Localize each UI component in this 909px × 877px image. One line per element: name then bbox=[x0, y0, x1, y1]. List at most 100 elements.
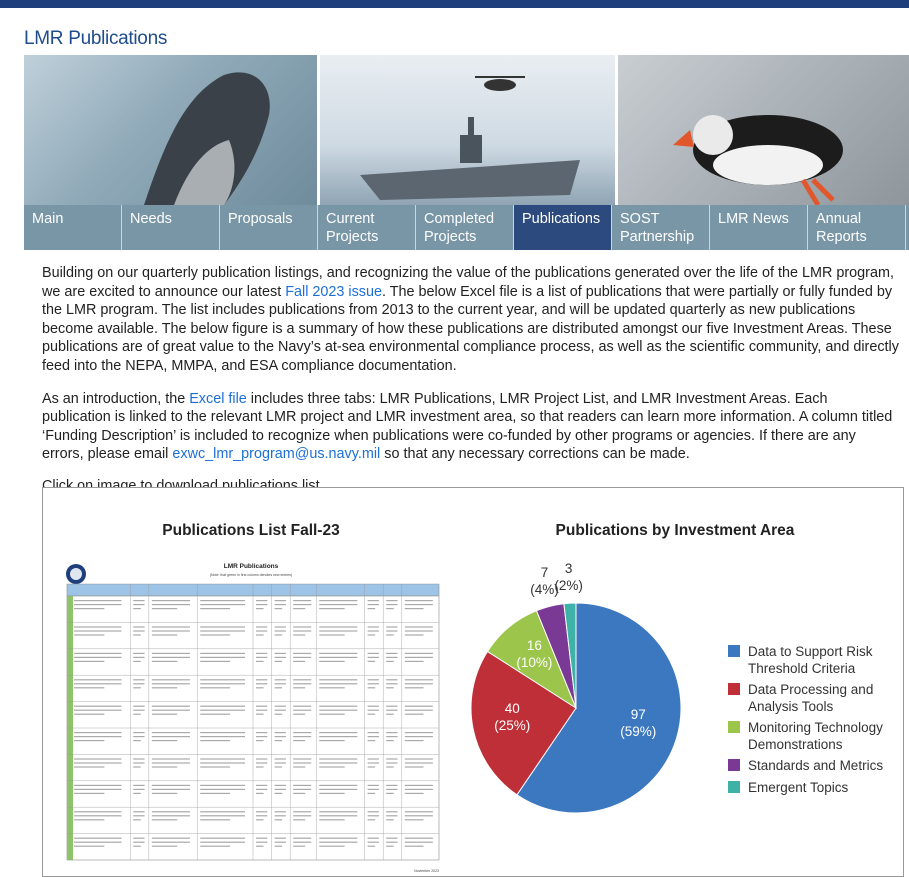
link[interactable]: Excel file bbox=[189, 391, 247, 407]
nav-tab[interactable]: Completed Projects bbox=[416, 205, 514, 250]
sheet-text bbox=[275, 653, 286, 654]
whale-photo bbox=[24, 55, 317, 205]
sheet-text bbox=[152, 714, 177, 715]
sheet-text bbox=[293, 785, 311, 786]
sheet-text bbox=[368, 789, 379, 790]
nav-tab[interactable]: Annual Reports bbox=[808, 205, 906, 250]
sheet-text bbox=[74, 736, 122, 737]
sheet-text bbox=[200, 657, 245, 658]
sheet-text bbox=[256, 838, 267, 839]
sheet-text bbox=[152, 838, 190, 839]
sheet-text bbox=[405, 608, 424, 609]
sheet-text bbox=[319, 634, 344, 635]
nav-tab[interactable]: Needs bbox=[122, 205, 220, 250]
sheet-text bbox=[386, 785, 397, 786]
sheet-text bbox=[74, 608, 104, 609]
sheet-text bbox=[386, 811, 397, 812]
sheet-text bbox=[368, 732, 379, 733]
sheet-text bbox=[293, 600, 311, 601]
sheet-text bbox=[386, 600, 397, 601]
nav-tab[interactable]: Main bbox=[24, 205, 122, 250]
sheet-text bbox=[74, 710, 122, 711]
slice-value: 40 bbox=[505, 701, 520, 716]
sheet-text bbox=[319, 811, 357, 812]
sheet-text bbox=[405, 766, 424, 767]
sheet-text bbox=[405, 626, 433, 627]
sheet-text bbox=[293, 634, 305, 635]
sheet-text bbox=[256, 653, 267, 654]
slice-value: 97 bbox=[631, 707, 646, 722]
sheet-text bbox=[319, 604, 357, 605]
link[interactable]: Fall 2023 issue bbox=[285, 284, 382, 300]
ship-graphic bbox=[320, 55, 615, 205]
nav-tab[interactable]: LMR News bbox=[710, 205, 808, 250]
sheet-text bbox=[152, 630, 190, 631]
sheet-text bbox=[405, 634, 424, 635]
slice-percent: (10%) bbox=[516, 655, 552, 670]
sheet-text bbox=[256, 811, 267, 812]
page: LMR Publications MainNeedsProposalsCurre… bbox=[0, 0, 909, 867]
sheet-text bbox=[74, 657, 122, 658]
sheet-text bbox=[275, 604, 286, 605]
sheet-text bbox=[319, 846, 344, 847]
sheet-text bbox=[152, 740, 177, 741]
sheet-text bbox=[74, 634, 104, 635]
sheet-text bbox=[275, 758, 286, 759]
sheet-text bbox=[133, 732, 144, 733]
sheet-text bbox=[386, 626, 397, 627]
sheet-text bbox=[293, 661, 305, 662]
sheet-text bbox=[386, 630, 397, 631]
sheet-text bbox=[405, 679, 433, 680]
page-title: LMR Publications bbox=[24, 28, 167, 50]
sheet-text bbox=[405, 846, 424, 847]
sheet-text bbox=[319, 706, 357, 707]
sheet-text bbox=[133, 736, 144, 737]
sheet-table bbox=[67, 584, 439, 860]
sheet-text bbox=[74, 819, 104, 820]
legend-swatch bbox=[728, 781, 740, 793]
sheet-text bbox=[152, 687, 177, 688]
nav-tab[interactable]: Current Projects bbox=[318, 205, 416, 250]
sheet-text bbox=[386, 710, 397, 711]
sheet-text bbox=[133, 710, 144, 711]
sheet-text bbox=[293, 762, 311, 763]
sheet-text bbox=[293, 736, 311, 737]
sheet-text bbox=[256, 687, 264, 688]
sheet-text bbox=[293, 789, 311, 790]
sheet-text bbox=[275, 626, 286, 627]
sheet-text bbox=[74, 604, 122, 605]
sheet-title: LMR Publications bbox=[224, 563, 279, 570]
sheet-text bbox=[275, 842, 286, 843]
sheet-text bbox=[405, 811, 433, 812]
top-bar bbox=[0, 0, 909, 8]
sheet-text bbox=[405, 838, 433, 839]
nav-tab[interactable]: Proposals bbox=[220, 205, 318, 250]
sheet-text bbox=[200, 679, 245, 680]
sheet-text bbox=[256, 766, 264, 767]
slice-value: 3 bbox=[565, 561, 573, 576]
content: Building on our quarterly publication li… bbox=[42, 264, 900, 496]
sheet-text bbox=[256, 661, 264, 662]
sheet-text bbox=[368, 740, 376, 741]
sheet-text bbox=[293, 811, 311, 812]
sheet-text bbox=[256, 758, 267, 759]
link[interactable]: exwc_lmr_program@us.navy.mil bbox=[172, 446, 380, 462]
sheet-text bbox=[74, 842, 122, 843]
sheet-text bbox=[74, 714, 104, 715]
sheet-text bbox=[386, 740, 394, 741]
sheet-text bbox=[368, 657, 379, 658]
nav-tab[interactable]: Publications bbox=[514, 205, 612, 250]
sheet-text bbox=[152, 706, 190, 707]
sheet-text bbox=[152, 679, 190, 680]
sheet-text bbox=[319, 732, 357, 733]
sheet-text bbox=[133, 657, 144, 658]
sheet-text bbox=[152, 766, 177, 767]
sheet-text bbox=[133, 679, 144, 680]
publications-image[interactable]: Publications List Fall-23 LMR Publicatio… bbox=[42, 487, 904, 877]
sheet-text bbox=[293, 706, 311, 707]
sheet-text bbox=[368, 714, 376, 715]
nav-tab[interactable]: SOST Partnership bbox=[612, 205, 710, 250]
sheet-text bbox=[405, 732, 433, 733]
sheet-text bbox=[152, 762, 190, 763]
